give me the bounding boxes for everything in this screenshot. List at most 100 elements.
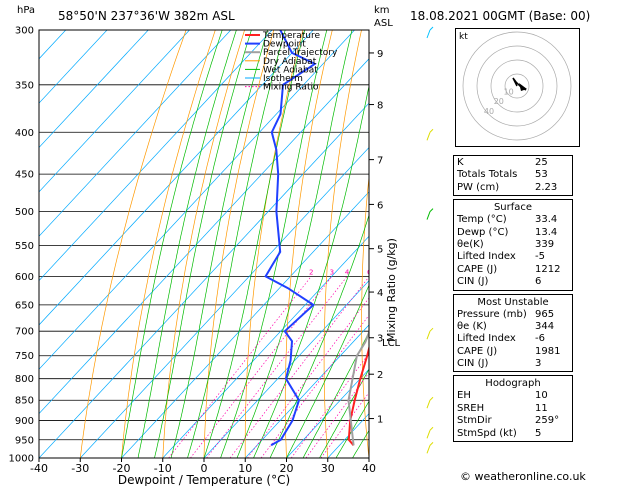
index-value: 344: [535, 320, 555, 332]
location-title: 58°50'N 237°36'W 382m ASL: [58, 9, 235, 23]
index-row: Temp (°C) 33.4: [457, 214, 569, 226]
index-label: CAPE (J): [457, 345, 498, 357]
wind-barb: [426, 331, 431, 340]
index-label: EH: [457, 390, 471, 402]
index-row: StmSpd (kt) 5: [457, 428, 569, 440]
wet-adiabat-line: [220, 30, 328, 458]
index-row: EH 10: [457, 390, 569, 402]
wet-adiabat-line: [187, 30, 286, 458]
pressure-tick-label: 350: [15, 80, 34, 91]
legend-entry: Dry Adiabat: [263, 57, 317, 67]
isotherm-line: [39, 30, 149, 149]
asl-label: ASL: [374, 18, 393, 29]
lcl-label: LCL: [382, 338, 401, 349]
isotherm-line: [203, 280, 369, 458]
km-tick-label: 6: [377, 200, 383, 211]
index-row: StmDir 259°: [457, 415, 569, 427]
index-row: Lifted Index -5: [457, 251, 569, 263]
hodograph-title: Hodograph: [485, 378, 541, 390]
wet-adiabat-line: [203, 30, 306, 458]
hodograph-ring: [462, 31, 572, 141]
isotherm-line: [39, 30, 314, 326]
surface-box: Surface Temp (°C) 33.4 Dewp (°C) 13.4 θe(K) 3…: [453, 199, 573, 291]
pressure-tick-label: 400: [15, 128, 34, 139]
x-tick-label: 40: [362, 462, 376, 475]
index-row: Lifted Index -6: [457, 333, 569, 345]
wind-barb-flag: [429, 128, 434, 133]
pressure-tick-label: 550: [15, 241, 34, 252]
index-label: CAPE (J): [457, 263, 498, 275]
wet-adiabat-line: [236, 30, 353, 458]
index-value: 11: [535, 402, 548, 414]
index-label: Totals Totals: [457, 169, 518, 181]
index-row: PW (cm) 2.23: [457, 182, 569, 194]
wind-barb: [426, 211, 431, 220]
index-label: StmSpd (kt): [457, 427, 517, 439]
dry-adiabat-line: [361, 173, 369, 458]
index-value: 1212: [535, 263, 561, 275]
index-value: 1981: [535, 345, 561, 357]
pressure-tick-label: 450: [15, 170, 34, 181]
index-value: 10: [535, 390, 548, 402]
index-row: θe (K) 344: [457, 321, 569, 333]
wind-barb-flag: [429, 26, 434, 31]
hpa-label: hPa: [17, 5, 35, 16]
basic-indices: K 25 Totals Totals 53 PW (cm) 2.23: [453, 155, 573, 197]
index-label: PW (cm): [457, 181, 500, 193]
km-tick-label: 4: [377, 288, 383, 299]
index-label: CIN (J): [457, 358, 489, 370]
x-tick-label: -40: [30, 462, 48, 475]
index-row: SREH 11: [457, 403, 569, 415]
isotherm-line: [39, 30, 355, 370]
index-row: θe(K) 339: [457, 239, 569, 251]
hodograph-ring: [490, 59, 544, 113]
index-value: 33.4: [535, 214, 558, 226]
hodograph-box: Hodograph EH 10 SREH 11 StmDir 259° StmSpd (kt…: [453, 375, 573, 443]
legend-entry: Temperature: [262, 31, 320, 41]
km-tick-label: 8: [377, 101, 383, 112]
wet-adiabat-line: [286, 284, 369, 458]
isotherm-line: [39, 30, 108, 104]
index-label: StmDir: [457, 415, 492, 427]
index-value: -6: [535, 333, 545, 345]
legend-entry: Dewpoint: [263, 40, 306, 50]
index-label: θe(K): [457, 238, 484, 250]
index-value: 5: [535, 427, 542, 439]
pressure-tick-label: 900: [15, 416, 34, 427]
most-unstable-box: Most Unstable Pressure (mb) 965 θe (K) 344 L…: [453, 293, 573, 373]
legend-entry: Isotherm: [263, 74, 303, 84]
km-tick-label: 3: [377, 334, 383, 345]
km-tick-label: 7: [377, 156, 383, 167]
x-tick-label: 0: [201, 462, 208, 475]
index-label: Pressure (mb): [457, 308, 527, 320]
x-tick-label: 10: [238, 462, 252, 475]
mixing-ratio-axis-title: Mixing Ratio (g/kg): [385, 238, 398, 342]
dry-adiabat-line: [398, 30, 420, 458]
temperature-line: [347, 344, 369, 446]
wet-adiabat-line: [269, 213, 369, 458]
index-row: Dewp (°C) 13.4: [457, 227, 569, 239]
wind-barb-flag: [429, 396, 434, 401]
wind-barb: [426, 445, 431, 454]
mixing-ratio-label: 3: [330, 268, 334, 276]
index-label: SREH: [457, 402, 485, 414]
mixing-ratio-line: [168, 276, 312, 458]
wind-barb: [426, 29, 431, 39]
dry-adiabat-line: [433, 30, 451, 458]
index-label: Temp (°C): [457, 214, 507, 226]
isotherm-line: [39, 30, 273, 282]
wet-adiabat-line: [170, 30, 268, 458]
pressure-tick-label: 950: [15, 435, 34, 446]
wind-barb-flag: [429, 208, 434, 212]
km-tick-label: 9: [377, 49, 383, 60]
hodograph-ring-label: 10: [504, 87, 514, 96]
legend-entry: Mixing Ratio: [263, 83, 319, 93]
wet-adiabat-line: [121, 30, 223, 458]
wind-barb-flag: [429, 441, 434, 446]
pressure-tick-label: 850: [15, 396, 34, 407]
wet-adiabat-line: [302, 331, 369, 458]
index-label: Lifted Index: [457, 251, 516, 263]
index-value: 25: [535, 157, 548, 168]
dry-adiabat-line: [625, 30, 629, 458]
